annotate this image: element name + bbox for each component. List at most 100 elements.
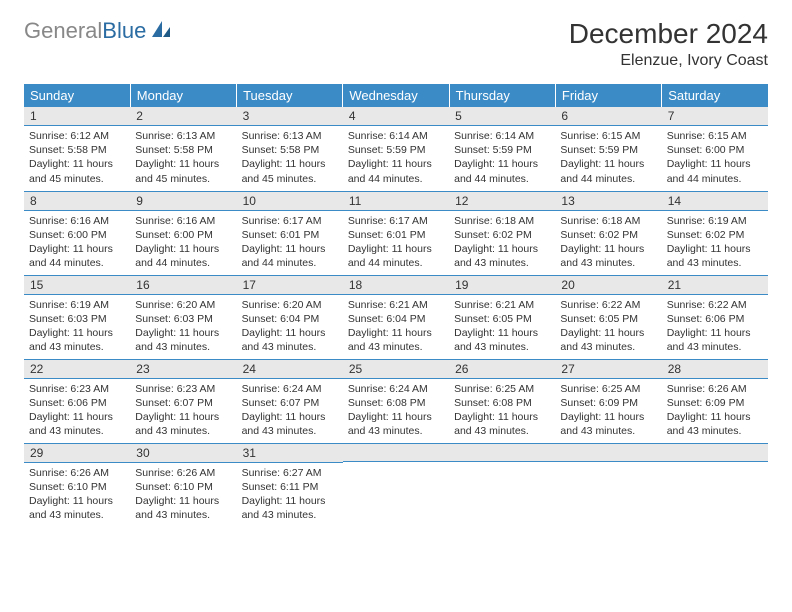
logo: GeneralBlue bbox=[24, 18, 172, 44]
day-number: 21 bbox=[662, 276, 768, 295]
day-details: Sunrise: 6:27 AMSunset: 6:11 PMDaylight:… bbox=[237, 463, 343, 526]
day-details: Sunrise: 6:15 AMSunset: 6:00 PMDaylight:… bbox=[662, 126, 768, 189]
day-number: 13 bbox=[555, 192, 661, 211]
day-number: 8 bbox=[24, 192, 130, 211]
month-title: December 2024 bbox=[569, 18, 768, 50]
calendar-cell: 27Sunrise: 6:25 AMSunset: 6:09 PMDayligh… bbox=[555, 359, 661, 443]
day-details: Sunrise: 6:26 AMSunset: 6:10 PMDaylight:… bbox=[24, 463, 130, 526]
day-details: Sunrise: 6:23 AMSunset: 6:07 PMDaylight:… bbox=[130, 379, 236, 442]
day-details: Sunrise: 6:14 AMSunset: 5:59 PMDaylight:… bbox=[449, 126, 555, 189]
logo-text-blue: Blue bbox=[102, 18, 146, 43]
empty-day bbox=[555, 444, 661, 462]
weekday-header: Sunday bbox=[24, 84, 130, 107]
day-details: Sunrise: 6:25 AMSunset: 6:08 PMDaylight:… bbox=[449, 379, 555, 442]
calendar-cell: 28Sunrise: 6:26 AMSunset: 6:09 PMDayligh… bbox=[662, 359, 768, 443]
day-number: 11 bbox=[343, 192, 449, 211]
day-number: 2 bbox=[130, 107, 236, 126]
day-details: Sunrise: 6:14 AMSunset: 5:59 PMDaylight:… bbox=[343, 126, 449, 189]
calendar-row: 29Sunrise: 6:26 AMSunset: 6:10 PMDayligh… bbox=[24, 443, 768, 527]
calendar-cell: 29Sunrise: 6:26 AMSunset: 6:10 PMDayligh… bbox=[24, 443, 130, 527]
calendar-cell: 8Sunrise: 6:16 AMSunset: 6:00 PMDaylight… bbox=[24, 191, 130, 275]
calendar-row: 22Sunrise: 6:23 AMSunset: 6:06 PMDayligh… bbox=[24, 359, 768, 443]
day-number: 26 bbox=[449, 360, 555, 379]
calendar-cell: 25Sunrise: 6:24 AMSunset: 6:08 PMDayligh… bbox=[343, 359, 449, 443]
day-details: Sunrise: 6:22 AMSunset: 6:06 PMDaylight:… bbox=[662, 295, 768, 358]
day-details: Sunrise: 6:20 AMSunset: 6:03 PMDaylight:… bbox=[130, 295, 236, 358]
day-details: Sunrise: 6:18 AMSunset: 6:02 PMDaylight:… bbox=[555, 211, 661, 274]
day-details: Sunrise: 6:22 AMSunset: 6:05 PMDaylight:… bbox=[555, 295, 661, 358]
logo-sail-icon bbox=[150, 19, 172, 44]
header: GeneralBlue December 2024 Elenzue, Ivory… bbox=[24, 18, 768, 70]
day-details: Sunrise: 6:18 AMSunset: 6:02 PMDaylight:… bbox=[449, 211, 555, 274]
calendar-cell: 6Sunrise: 6:15 AMSunset: 5:59 PMDaylight… bbox=[555, 107, 661, 191]
calendar-cell: 20Sunrise: 6:22 AMSunset: 6:05 PMDayligh… bbox=[555, 275, 661, 359]
day-details: Sunrise: 6:19 AMSunset: 6:02 PMDaylight:… bbox=[662, 211, 768, 274]
day-number: 12 bbox=[449, 192, 555, 211]
day-details: Sunrise: 6:21 AMSunset: 6:05 PMDaylight:… bbox=[449, 295, 555, 358]
calendar-row: 1Sunrise: 6:12 AMSunset: 5:58 PMDaylight… bbox=[24, 107, 768, 191]
calendar-cell: 23Sunrise: 6:23 AMSunset: 6:07 PMDayligh… bbox=[130, 359, 236, 443]
day-number: 25 bbox=[343, 360, 449, 379]
weekday-header: Thursday bbox=[449, 84, 555, 107]
day-number: 30 bbox=[130, 444, 236, 463]
day-number: 5 bbox=[449, 107, 555, 126]
day-details: Sunrise: 6:16 AMSunset: 6:00 PMDaylight:… bbox=[130, 211, 236, 274]
calendar-cell: 3Sunrise: 6:13 AMSunset: 5:58 PMDaylight… bbox=[237, 107, 343, 191]
weekday-header: Saturday bbox=[662, 84, 768, 107]
weekday-header: Tuesday bbox=[237, 84, 343, 107]
calendar-cell bbox=[343, 443, 449, 527]
day-details: Sunrise: 6:17 AMSunset: 6:01 PMDaylight:… bbox=[237, 211, 343, 274]
logo-text-gray: General bbox=[24, 18, 102, 43]
calendar-table: Sunday Monday Tuesday Wednesday Thursday… bbox=[24, 84, 768, 527]
weekday-header: Wednesday bbox=[343, 84, 449, 107]
empty-day bbox=[662, 444, 768, 462]
day-details: Sunrise: 6:26 AMSunset: 6:09 PMDaylight:… bbox=[662, 379, 768, 442]
calendar-cell: 1Sunrise: 6:12 AMSunset: 5:58 PMDaylight… bbox=[24, 107, 130, 191]
calendar-cell: 26Sunrise: 6:25 AMSunset: 6:08 PMDayligh… bbox=[449, 359, 555, 443]
day-details: Sunrise: 6:21 AMSunset: 6:04 PMDaylight:… bbox=[343, 295, 449, 358]
day-number: 23 bbox=[130, 360, 236, 379]
day-details: Sunrise: 6:19 AMSunset: 6:03 PMDaylight:… bbox=[24, 295, 130, 358]
calendar-cell: 14Sunrise: 6:19 AMSunset: 6:02 PMDayligh… bbox=[662, 191, 768, 275]
day-number: 28 bbox=[662, 360, 768, 379]
day-number: 6 bbox=[555, 107, 661, 126]
calendar-row: 15Sunrise: 6:19 AMSunset: 6:03 PMDayligh… bbox=[24, 275, 768, 359]
day-details: Sunrise: 6:25 AMSunset: 6:09 PMDaylight:… bbox=[555, 379, 661, 442]
day-details: Sunrise: 6:26 AMSunset: 6:10 PMDaylight:… bbox=[130, 463, 236, 526]
day-number: 27 bbox=[555, 360, 661, 379]
day-number: 15 bbox=[24, 276, 130, 295]
title-block: December 2024 Elenzue, Ivory Coast bbox=[569, 18, 768, 70]
calendar-cell bbox=[662, 443, 768, 527]
day-number: 19 bbox=[449, 276, 555, 295]
day-details: Sunrise: 6:13 AMSunset: 5:58 PMDaylight:… bbox=[237, 126, 343, 189]
day-number: 7 bbox=[662, 107, 768, 126]
calendar-cell bbox=[449, 443, 555, 527]
weekday-header-row: Sunday Monday Tuesday Wednesday Thursday… bbox=[24, 84, 768, 107]
day-number: 22 bbox=[24, 360, 130, 379]
day-number: 24 bbox=[237, 360, 343, 379]
calendar-cell: 5Sunrise: 6:14 AMSunset: 5:59 PMDaylight… bbox=[449, 107, 555, 191]
calendar-cell: 17Sunrise: 6:20 AMSunset: 6:04 PMDayligh… bbox=[237, 275, 343, 359]
calendar-cell: 9Sunrise: 6:16 AMSunset: 6:00 PMDaylight… bbox=[130, 191, 236, 275]
calendar-cell: 18Sunrise: 6:21 AMSunset: 6:04 PMDayligh… bbox=[343, 275, 449, 359]
location: Elenzue, Ivory Coast bbox=[569, 52, 768, 70]
calendar-cell: 22Sunrise: 6:23 AMSunset: 6:06 PMDayligh… bbox=[24, 359, 130, 443]
day-number: 18 bbox=[343, 276, 449, 295]
day-number: 4 bbox=[343, 107, 449, 126]
day-number: 3 bbox=[237, 107, 343, 126]
logo-text: GeneralBlue bbox=[24, 18, 146, 44]
day-number: 16 bbox=[130, 276, 236, 295]
day-number: 20 bbox=[555, 276, 661, 295]
calendar-cell: 16Sunrise: 6:20 AMSunset: 6:03 PMDayligh… bbox=[130, 275, 236, 359]
calendar-cell: 13Sunrise: 6:18 AMSunset: 6:02 PMDayligh… bbox=[555, 191, 661, 275]
day-details: Sunrise: 6:20 AMSunset: 6:04 PMDaylight:… bbox=[237, 295, 343, 358]
calendar-cell: 10Sunrise: 6:17 AMSunset: 6:01 PMDayligh… bbox=[237, 191, 343, 275]
calendar-cell bbox=[555, 443, 661, 527]
empty-day bbox=[343, 444, 449, 462]
calendar-cell: 31Sunrise: 6:27 AMSunset: 6:11 PMDayligh… bbox=[237, 443, 343, 527]
day-number: 29 bbox=[24, 444, 130, 463]
calendar-cell: 15Sunrise: 6:19 AMSunset: 6:03 PMDayligh… bbox=[24, 275, 130, 359]
day-details: Sunrise: 6:17 AMSunset: 6:01 PMDaylight:… bbox=[343, 211, 449, 274]
calendar-cell: 21Sunrise: 6:22 AMSunset: 6:06 PMDayligh… bbox=[662, 275, 768, 359]
day-details: Sunrise: 6:13 AMSunset: 5:58 PMDaylight:… bbox=[130, 126, 236, 189]
